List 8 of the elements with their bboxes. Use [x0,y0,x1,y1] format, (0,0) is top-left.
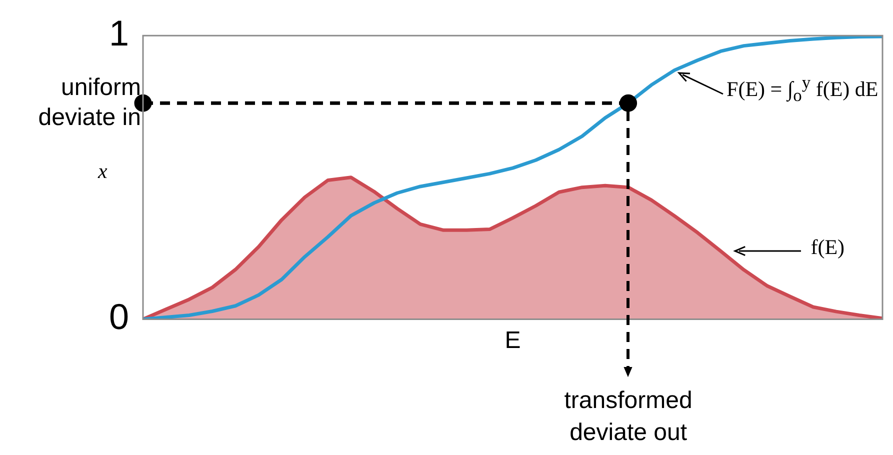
y-tick-label: 1 [108,12,129,54]
text: transformed deviate out [563,386,694,448]
y-tick-label: 0 [108,296,129,338]
x-axis-title: E [504,327,521,354]
y-axis-title: x [98,159,108,184]
text: uniform deviate in [37,73,141,134]
annotation: F(E) = ∫$_{o}$$^{y}$ f(E) dE [726,72,878,106]
annotation: f(E) [810,235,845,260]
